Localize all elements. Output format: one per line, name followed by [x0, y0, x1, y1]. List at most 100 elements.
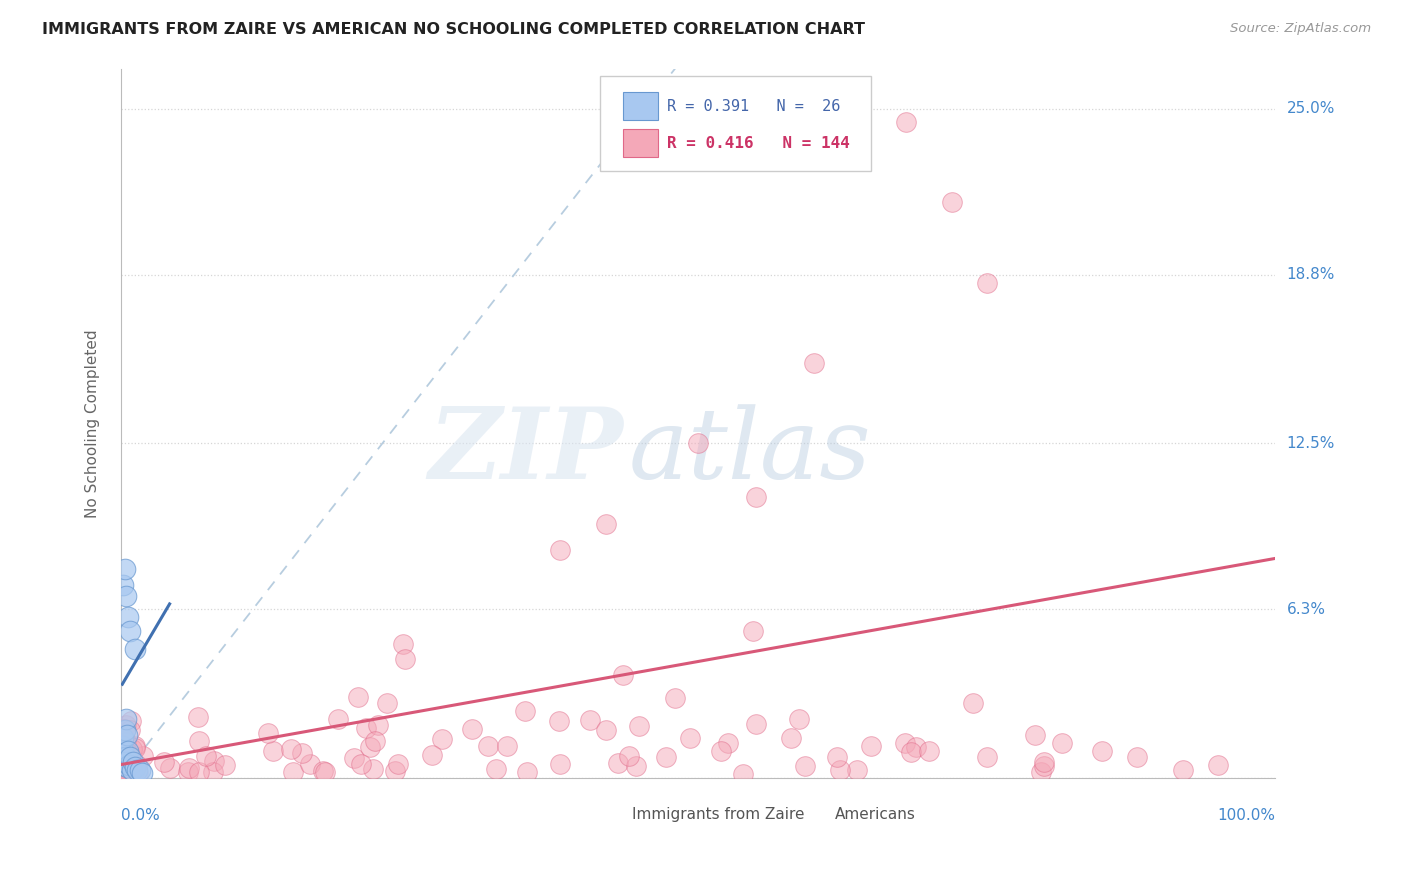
Point [112, 747, 135, 762]
Point [283, 764, 305, 779]
Point [112, 742, 135, 756]
Point [187, 765, 209, 780]
Point [112, 740, 135, 755]
Point [257, 726, 280, 740]
Point [120, 749, 142, 764]
Point [118, 723, 141, 738]
Point [114, 723, 136, 737]
Point [803, 356, 825, 370]
Point [125, 758, 148, 772]
Bar [801, 805, 828, 825]
Point [894, 736, 917, 750]
Point [485, 762, 508, 776]
Text: R = 0.416   N = 144: R = 0.416 N = 144 [666, 136, 849, 151]
Point [114, 712, 136, 726]
Point [976, 276, 998, 290]
Point [111, 765, 134, 780]
Point [132, 749, 155, 764]
Point [299, 756, 322, 771]
Point [1050, 736, 1073, 750]
Point [962, 696, 984, 710]
Point [612, 668, 634, 682]
Point [392, 637, 415, 651]
Point [110, 767, 132, 781]
Point [363, 762, 385, 776]
Text: Immigrants from Zaire: Immigrants from Zaire [633, 807, 804, 822]
Point [894, 115, 917, 129]
Point [745, 717, 768, 731]
Point [828, 763, 851, 777]
Point [688, 436, 710, 450]
Point [201, 764, 224, 779]
Point [187, 710, 209, 724]
Text: 18.8%: 18.8% [1286, 267, 1334, 282]
Point [578, 714, 600, 728]
Point [347, 690, 370, 704]
Point [905, 740, 928, 755]
Point [111, 749, 134, 764]
Point [115, 735, 138, 749]
Point [617, 749, 640, 764]
Point [114, 768, 136, 782]
Point [112, 758, 135, 772]
Point [202, 754, 225, 768]
Point [115, 760, 138, 774]
Point [194, 749, 217, 764]
Point [117, 767, 139, 781]
Point [120, 624, 142, 638]
Point [387, 757, 409, 772]
Point [312, 764, 335, 778]
Point [742, 624, 765, 639]
Point [595, 516, 617, 531]
Point [112, 765, 135, 780]
Point [860, 739, 883, 753]
Point [825, 749, 848, 764]
Point [114, 718, 136, 732]
Point [515, 764, 537, 779]
Point [745, 490, 768, 504]
Point [359, 740, 381, 755]
Text: ZIP: ZIP [429, 403, 623, 500]
Point [111, 766, 134, 780]
Point [548, 757, 571, 772]
Point [111, 739, 134, 753]
Point [124, 760, 146, 774]
Point [314, 764, 336, 779]
Point [375, 696, 398, 710]
Point [114, 759, 136, 773]
Point [118, 758, 141, 772]
Point [124, 642, 146, 657]
Point [717, 736, 740, 750]
Point [115, 757, 138, 772]
Point [1126, 749, 1149, 764]
Point [111, 762, 134, 776]
Point [114, 754, 136, 768]
Point [111, 759, 134, 773]
Point [117, 756, 139, 771]
Point [121, 763, 143, 777]
Point [343, 750, 366, 764]
Text: 6.3%: 6.3% [1286, 602, 1326, 616]
Point [112, 757, 135, 772]
Point [420, 748, 443, 763]
Point [112, 750, 135, 764]
Point [1033, 759, 1056, 773]
Point [364, 734, 387, 748]
Point [117, 764, 139, 778]
Point [117, 747, 139, 762]
Point [111, 763, 134, 777]
Point [461, 723, 484, 737]
Point [114, 757, 136, 772]
Point [1171, 763, 1194, 777]
Point [1206, 757, 1229, 772]
Text: 12.5%: 12.5% [1286, 436, 1334, 450]
Point [1031, 765, 1053, 780]
Point [111, 756, 134, 771]
Point [845, 763, 868, 777]
Point [710, 744, 733, 758]
Point [114, 758, 136, 772]
Point [117, 744, 139, 758]
Text: IMMIGRANTS FROM ZAIRE VS AMERICAN NO SCHOOLING COMPLETED CORRELATION CHART: IMMIGRANTS FROM ZAIRE VS AMERICAN NO SCH… [42, 22, 865, 37]
Point [291, 746, 314, 760]
Text: 100.0%: 100.0% [1218, 808, 1275, 823]
